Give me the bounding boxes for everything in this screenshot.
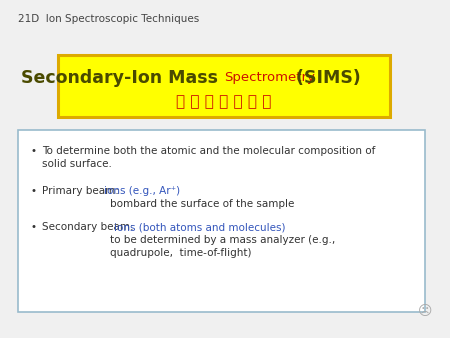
FancyBboxPatch shape	[58, 55, 390, 117]
Text: (SIMS): (SIMS)	[290, 69, 361, 87]
Text: 21D  Ion Spectroscopic Techniques: 21D Ion Spectroscopic Techniques	[18, 14, 199, 24]
Text: •: •	[30, 186, 36, 196]
Text: to be determined by a mass analyzer (e.g.,: to be determined by a mass analyzer (e.g…	[110, 235, 335, 245]
Text: ions (e.g., Ar⁺): ions (e.g., Ar⁺)	[104, 186, 180, 196]
Text: bombard the surface of the sample: bombard the surface of the sample	[110, 199, 294, 209]
Text: quadrupole,  time-of-flight): quadrupole, time-of-flight)	[110, 248, 252, 258]
Text: •: •	[30, 146, 36, 156]
Text: Secondary beam:: Secondary beam:	[42, 222, 137, 232]
Text: •: •	[30, 222, 36, 232]
FancyBboxPatch shape	[18, 130, 425, 312]
Text: ☹: ☹	[418, 304, 432, 318]
Text: 二 次 離 子 質 譜 法: 二 次 離 子 質 譜 法	[176, 95, 272, 110]
Text: ions (both atoms and molecules): ions (both atoms and molecules)	[114, 222, 285, 232]
Text: solid surface.: solid surface.	[42, 159, 112, 169]
Text: Spectrometry: Spectrometry	[224, 72, 315, 84]
Text: Primary beam:: Primary beam:	[42, 186, 122, 196]
Text: Secondary-Ion Mass: Secondary-Ion Mass	[21, 69, 224, 87]
Text: To determine both the atomic and the molecular composition of: To determine both the atomic and the mol…	[42, 146, 375, 156]
